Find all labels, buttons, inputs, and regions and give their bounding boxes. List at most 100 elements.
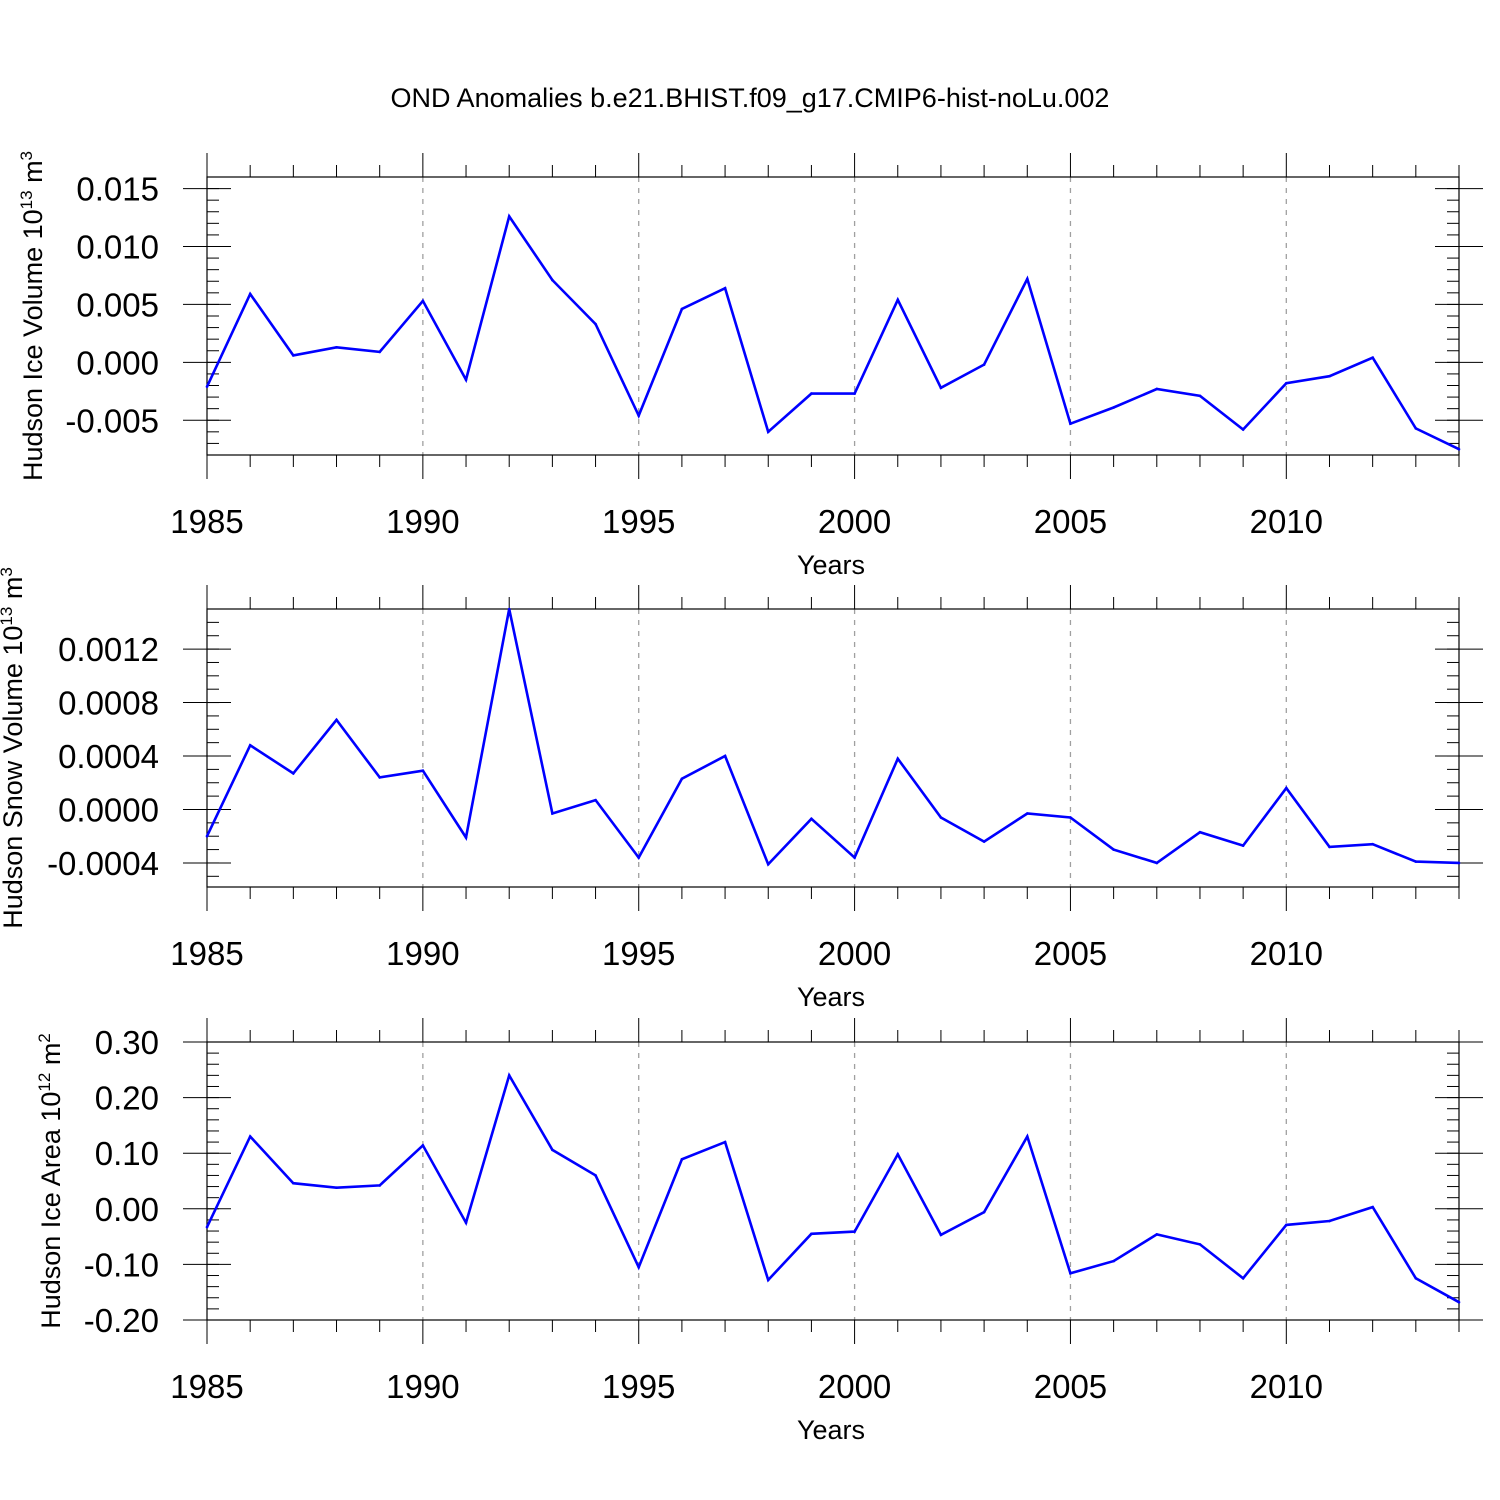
- data-point: [507, 215, 511, 218]
- y-tick-label: -0.005: [65, 402, 159, 439]
- data-point: [1112, 406, 1115, 409]
- x-tick-label: 2005: [1034, 503, 1107, 540]
- y-tick-label: 0.30: [95, 1024, 159, 1061]
- x-tick-label: 1990: [386, 935, 459, 972]
- data-point: [421, 299, 425, 303]
- y-axis-title: Hudson Snow Volume 1013 m3: [0, 567, 28, 929]
- y-tick-label: 0.00: [95, 1191, 159, 1228]
- data-point: [335, 1186, 338, 1189]
- data-point: [292, 354, 295, 357]
- data-point: [1328, 1219, 1331, 1223]
- y-tick-label: -0.10: [84, 1246, 159, 1283]
- y-tick-label: 0.005: [76, 286, 159, 323]
- y-tick-label: 0.015: [76, 171, 159, 208]
- plot-frame: [206, 608, 1460, 888]
- data-point: [205, 385, 209, 388]
- data-point: [248, 744, 252, 747]
- x-tick-label: 2000: [818, 935, 891, 972]
- data-point: [1241, 1277, 1245, 1280]
- x-tick-label: 1990: [386, 1368, 459, 1405]
- data-point: [551, 278, 554, 282]
- data-point: [939, 816, 943, 819]
- data-point: [1457, 447, 1461, 451]
- plot-frame: [206, 176, 1460, 456]
- data-point: [464, 378, 468, 382]
- data-point: [896, 298, 900, 302]
- y-tick-label: 0.0000: [58, 791, 159, 828]
- data-point: [1414, 427, 1418, 430]
- data-point: [292, 1181, 295, 1185]
- series-line: [205, 213, 1460, 451]
- data-point: [1285, 786, 1288, 790]
- data-point: [378, 776, 381, 779]
- data-point: [1069, 816, 1072, 819]
- data-point: [810, 1232, 813, 1236]
- data-point: [507, 1074, 511, 1077]
- data-point: [378, 350, 381, 354]
- data-point: [594, 322, 597, 326]
- data-point: [896, 757, 900, 760]
- data-point: [1414, 1277, 1418, 1280]
- data-point: [939, 386, 943, 390]
- plot-frame: [206, 1041, 1460, 1321]
- x-tick-label: 1995: [602, 935, 675, 972]
- data-point: [335, 718, 338, 722]
- data-point: [766, 862, 770, 866]
- data-point: [594, 798, 597, 802]
- data-point: [1112, 848, 1115, 851]
- y-tick-label: 0.010: [76, 229, 159, 266]
- y-tick-label: -0.20: [84, 1302, 159, 1339]
- data-point: [1414, 860, 1418, 863]
- x-axis-title: Years: [797, 550, 865, 580]
- data-point: [378, 1184, 381, 1187]
- data-point: [1112, 1259, 1115, 1263]
- data-point: [1025, 812, 1029, 815]
- x-tick-label: 2010: [1250, 1368, 1323, 1405]
- data-point: [507, 607, 511, 611]
- data-point: [723, 286, 727, 290]
- data-point: [1155, 387, 1159, 391]
- data-point: [421, 769, 425, 773]
- data-point: [1371, 842, 1374, 846]
- data-point: [723, 754, 727, 758]
- data-point: [1241, 428, 1245, 431]
- x-tick-label: 1995: [602, 503, 675, 540]
- panel-1: 1985 1990 1995 2000 2005 2010 Years -0.005 0.000…: [17, 151, 1483, 580]
- data-point: [551, 1148, 554, 1152]
- data-point: [248, 1135, 252, 1138]
- series-line: [205, 1072, 1460, 1304]
- y-tick-label: 0.20: [95, 1080, 159, 1117]
- data-point: [853, 1230, 856, 1233]
- data-point: [680, 1158, 684, 1161]
- data-point: [1069, 422, 1072, 426]
- data-point: [1198, 394, 1202, 398]
- y-tick-label: 0.000: [76, 344, 159, 381]
- x-tick-label: 2010: [1250, 503, 1323, 540]
- x-tick-label: 1985: [170, 503, 243, 540]
- data-point: [680, 777, 684, 781]
- x-tick-label: 2005: [1034, 1368, 1107, 1405]
- x-tick-label: 1990: [386, 503, 459, 540]
- data-point: [939, 1233, 943, 1237]
- data-point: [1025, 277, 1029, 281]
- data-point: [205, 834, 209, 838]
- data-point: [1241, 844, 1245, 847]
- x-tick-label: 1985: [170, 1368, 243, 1405]
- data-point: [464, 836, 468, 839]
- data-point: [1371, 1205, 1374, 1209]
- y-tick-label: 0.10: [95, 1135, 159, 1172]
- data-point: [766, 430, 770, 434]
- x-tick-label: 1985: [170, 935, 243, 972]
- data-point: [1155, 861, 1159, 865]
- y-tick-label: 0.0012: [58, 631, 159, 668]
- data-point: [1457, 1300, 1461, 1304]
- y-tick-label: 0.0004: [58, 738, 159, 775]
- data-point: [292, 772, 295, 775]
- chart-title: OND Anomalies b.e21.BHIST.f09_g17.CMIP6-…: [391, 83, 1110, 113]
- x-tick-label: 2000: [818, 1368, 891, 1405]
- data-point: [637, 414, 641, 417]
- data-point: [1285, 381, 1288, 385]
- data-point: [637, 1265, 641, 1269]
- data-point: [1328, 374, 1331, 378]
